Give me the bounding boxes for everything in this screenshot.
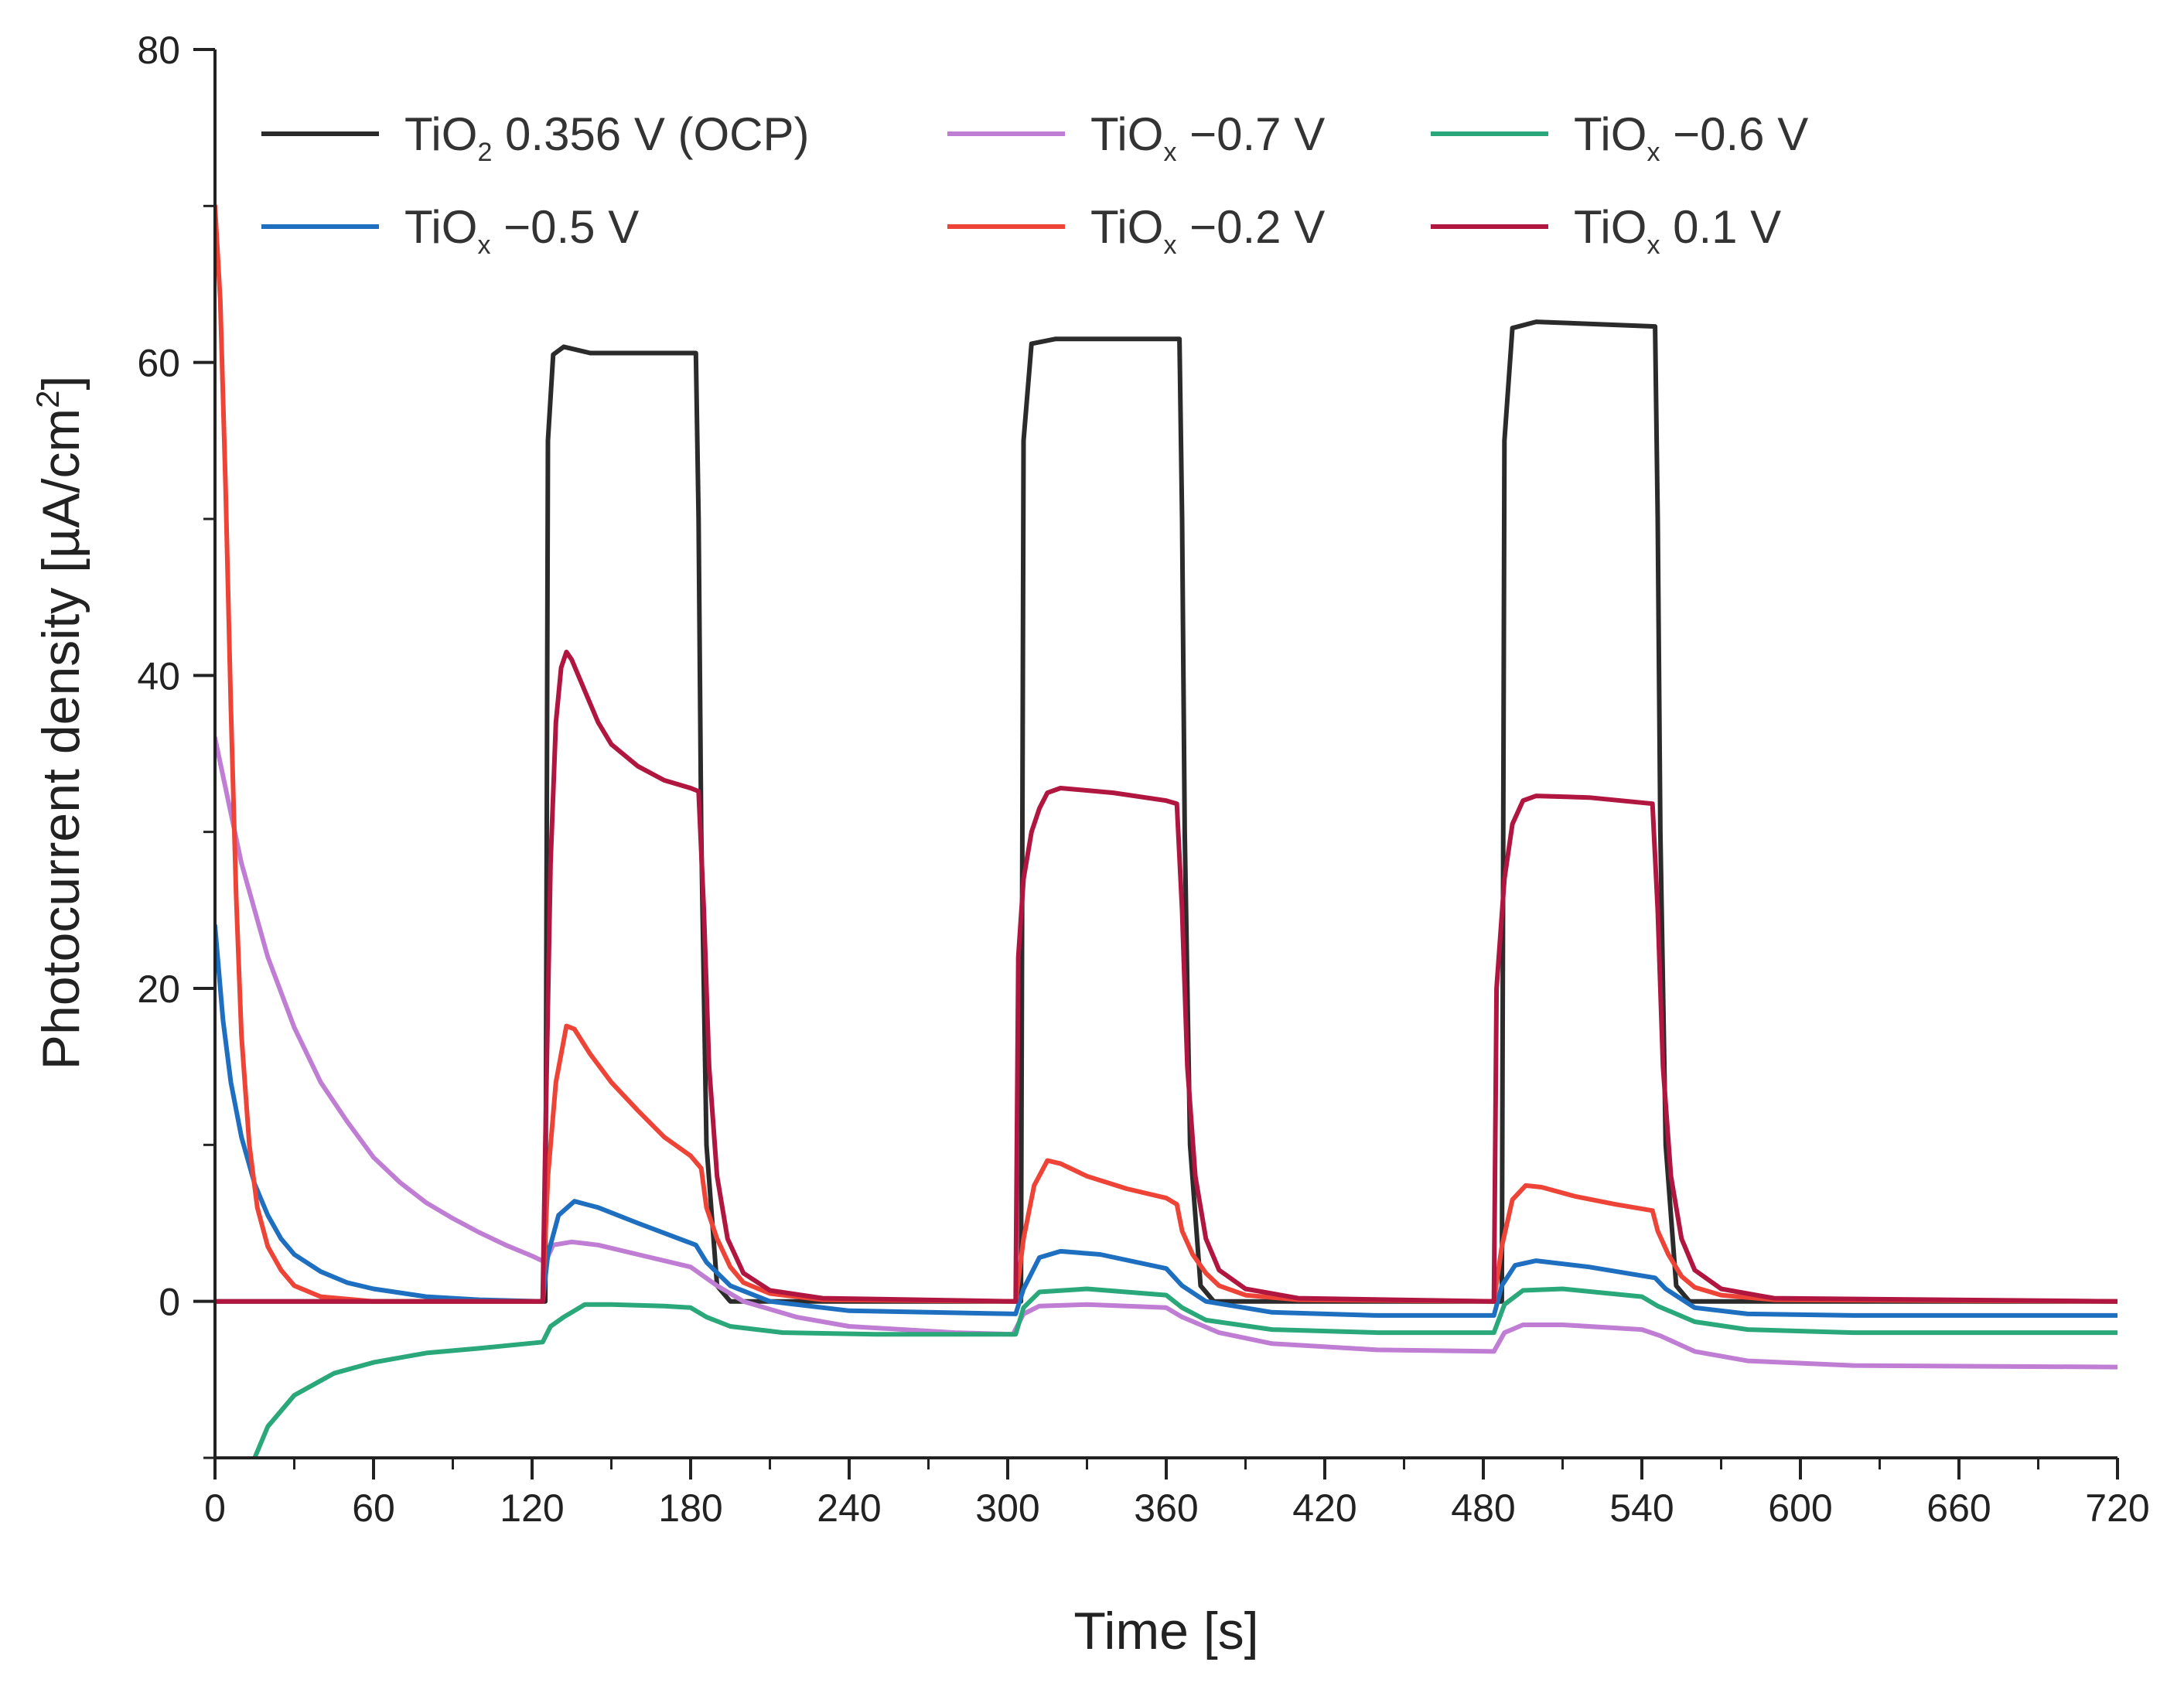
x-tick-label: 60 xyxy=(352,1486,395,1530)
y-axis-title-end: ] xyxy=(32,376,90,391)
axes-layer: 0 60 120 180 240 300 360 420 480 540 600 660 720 0 20 4… xyxy=(137,29,2149,1530)
series-layer xyxy=(215,203,2117,1458)
legend-label-subscript: x xyxy=(1163,138,1176,167)
series-line-5 xyxy=(215,203,2117,1304)
legend-label-main: TiO xyxy=(1574,201,1647,253)
legend-label-main: TiO xyxy=(404,108,477,160)
legend-label-rest: 0.356 V (OCP) xyxy=(492,108,809,160)
legend-label-rest: −0.5 V xyxy=(490,201,639,253)
x-tick-label: 480 xyxy=(1451,1486,1515,1530)
y-axis-title-base: Photocurrent density [µA/cm xyxy=(32,408,90,1070)
x-tick-label: 600 xyxy=(1768,1486,1832,1530)
legend-label-main: TiO xyxy=(1574,108,1647,160)
legend-label-subscript: x xyxy=(1647,138,1660,167)
legend-label-subscript: 2 xyxy=(477,138,492,167)
legend-label-subscript: x xyxy=(1163,230,1176,260)
legend-label: TiOx −0.2 V xyxy=(1090,201,1325,260)
series-line-2 xyxy=(215,735,2117,1370)
y-tick-label: 40 xyxy=(137,654,180,698)
y-tick-label: 80 xyxy=(137,29,180,72)
series-line-6 xyxy=(215,650,2117,1304)
legend-label: TiOx 0.1 V xyxy=(1574,201,1781,260)
legend-label-main: TiO xyxy=(1090,201,1163,253)
x-tick-label: 720 xyxy=(2085,1486,2149,1530)
legend-label: TiOx −0.6 V xyxy=(1574,108,1808,167)
x-tick-label: 540 xyxy=(1609,1486,1674,1530)
legend-label-subscript: x xyxy=(1647,230,1660,260)
legend-label-main: TiO xyxy=(1090,108,1163,160)
legend: TiO2 0.356 V (OCP) TiOx −0.7 V TiOx −0.6 V… xyxy=(261,108,1808,260)
x-tick-label: 660 xyxy=(1926,1486,1991,1530)
legend-label: TiO2 0.356 V (OCP) xyxy=(404,108,810,167)
x-tick-label: 300 xyxy=(975,1486,1039,1530)
legend-label-rest: −0.7 V xyxy=(1176,108,1325,160)
y-tick-label: 60 xyxy=(137,342,180,385)
x-tick-label: 240 xyxy=(817,1486,881,1530)
y-axis-title: Photocurrent density [µA/cm2] xyxy=(29,376,90,1070)
x-axis-title: Time [s] xyxy=(1073,1602,1258,1660)
y-tick-label: 0 xyxy=(159,1281,180,1324)
legend-label-rest: −0.2 V xyxy=(1176,201,1325,253)
legend-label-subscript: x xyxy=(477,230,490,260)
series-line-3 xyxy=(252,1286,2117,1458)
legend-label: TiOx −0.5 V xyxy=(404,201,639,260)
series-line-1 xyxy=(215,319,2117,1304)
series-line-4 xyxy=(215,923,2117,1318)
x-tick-label: 0 xyxy=(204,1486,226,1530)
y-tick-label: 20 xyxy=(137,968,180,1011)
x-tick-label: 120 xyxy=(500,1486,564,1530)
x-tick-label: 360 xyxy=(1134,1486,1198,1530)
legend-label-rest: −0.6 V xyxy=(1660,108,1808,160)
x-tick-label: 420 xyxy=(1292,1486,1356,1530)
legend-label-main: TiO xyxy=(404,201,477,253)
legend-label-rest: 0.1 V xyxy=(1660,201,1781,253)
legend-label: TiOx −0.7 V xyxy=(1090,108,1325,167)
x-tick-label: 180 xyxy=(658,1486,722,1530)
y-axis-title-superscript: 2 xyxy=(29,391,66,408)
